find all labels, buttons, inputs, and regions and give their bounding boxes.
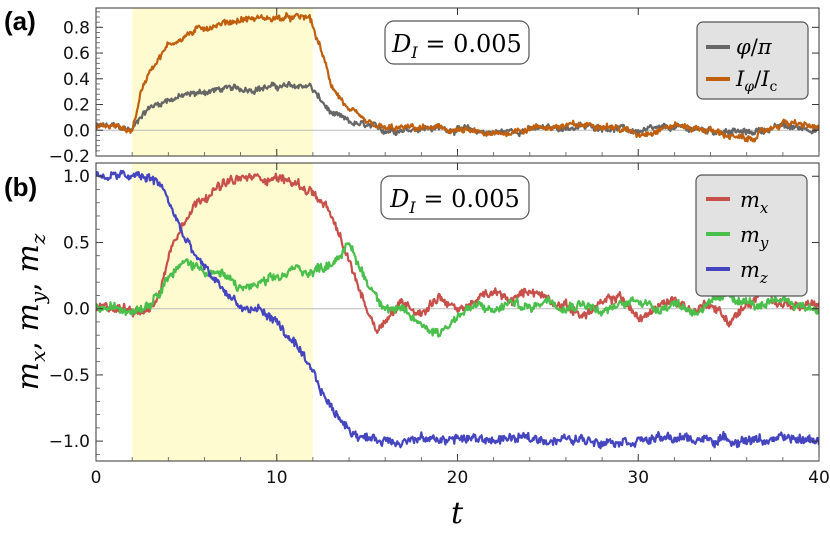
panel-a: −0.2 0.0 0.2 0.4 0.6 0.8 (a) DI = 0.005 φ/π I…	[4, 6, 820, 167]
panel-b-highlight-region	[132, 163, 313, 461]
panel-b-ytick-label: −1.0	[49, 432, 90, 452]
panel-a-ytick-label: −0.2	[49, 147, 90, 167]
panel-a-annotation-text: DI = 0.005	[391, 30, 522, 62]
panel-a-ytick-label: 0.4	[63, 70, 90, 90]
legend-label-mx: mx	[740, 188, 769, 217]
panel-b-x-ticks: 0 10 20 30 40	[91, 163, 830, 488]
panel-a-highlight-region	[132, 8, 313, 156]
panel-b-xtick-label: 20	[447, 468, 469, 488]
legend-label-my: my	[740, 223, 769, 252]
panel-b-series-2	[96, 242, 819, 338]
panel-b-annotation-text: DI = 0.005	[389, 185, 520, 217]
panel-a-annotation: DI = 0.005	[384, 20, 530, 65]
panel-b-series-3	[96, 169, 819, 450]
panel-b-legend: mx my mz	[695, 174, 808, 297]
legend-label-current-ratio: Iφ/Ic	[735, 67, 777, 95]
panel-b-y-ticks: −1.0 −0.5 0.0 0.5 1.0	[49, 167, 819, 455]
legend-label-mz: mz	[740, 258, 768, 287]
panel-a-label: (a)	[4, 6, 36, 36]
panel-b-xtick-label: 0	[91, 468, 102, 488]
panel-b-plot-area	[96, 169, 819, 450]
panel-b: −1.0 −0.5 0.0 0.5 1.0 0 10 20 30 40 (b) DI = 0.0…	[4, 162, 830, 488]
panel-b-ytick-label: 0.0	[63, 300, 90, 320]
panel-a-legend: φ/π Iφ/Ic	[696, 21, 809, 100]
panel-b-y-axis-label: mx, my, mz	[11, 233, 50, 390]
panel-a-y-ticks: −0.2 0.0 0.2 0.4 0.6 0.8	[49, 11, 819, 167]
panel-a-x-ticks	[95, 8, 820, 156]
panel-a-series-2	[96, 12, 819, 143]
panel-b-ytick-label: 1.0	[63, 167, 90, 187]
panel-b-ytick-label: −0.5	[49, 366, 90, 386]
panel-b-series-1	[96, 172, 819, 334]
panel-b-xtick-label: 40	[808, 468, 830, 488]
panel-a-ytick-label: 0.0	[63, 121, 90, 141]
x-axis-label: t	[451, 496, 464, 529]
panel-b-label: (b)	[4, 172, 37, 202]
panel-a-ytick-label: 0.6	[63, 44, 90, 64]
panel-b-annotation: DI = 0.005	[380, 175, 530, 220]
panel-b-xtick-label: 10	[266, 468, 288, 488]
panel-a-plot-area	[96, 12, 819, 143]
panel-b-ytick-label: 0.5	[63, 233, 90, 253]
panel-a-shaded-interval	[132, 8, 313, 156]
panel-b-shaded-interval	[132, 163, 313, 461]
panel-a-ytick-label: 0.2	[63, 96, 90, 116]
panel-b-xtick-label: 30	[627, 468, 649, 488]
legend-label-phi-over-pi: φ/π	[736, 35, 773, 59]
panel-a-ytick-label: 0.8	[63, 18, 90, 38]
